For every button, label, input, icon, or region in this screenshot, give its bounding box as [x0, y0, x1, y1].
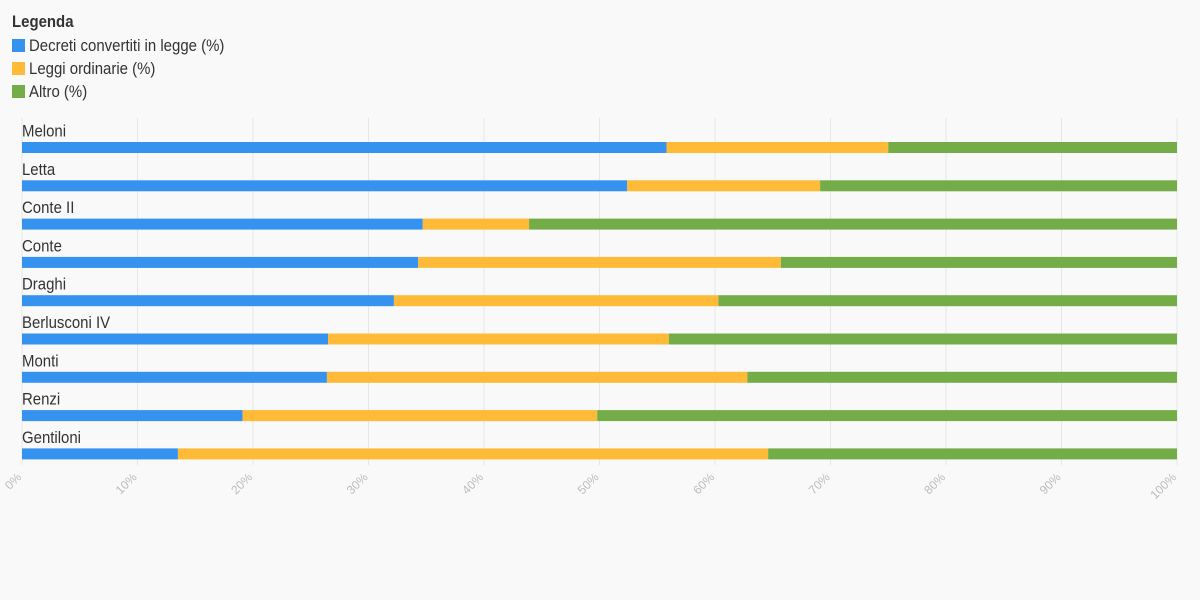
legend-label-leggi-ordinarie: Leggi ordinarie (%): [29, 58, 156, 78]
legend-label-decreti: Decreti convertiti in legge (%): [29, 35, 225, 55]
bar-segment: [22, 371, 327, 383]
x-tick-label: 100%: [1148, 470, 1180, 502]
bar-segment: [177, 448, 769, 460]
bar-segment: [529, 218, 1177, 230]
bar-segment: [326, 371, 748, 383]
legend-label-altro: Altro (%): [29, 81, 88, 101]
category-label: Monti: [22, 352, 59, 370]
bar-segment: [820, 180, 1177, 192]
x-tick-label: 0%: [2, 470, 24, 492]
legend-item-leggi-ordinarie: Leggi ordinarie (%): [12, 57, 251, 80]
grid-layer: [21, 118, 1178, 465]
bar-segment: [242, 410, 598, 422]
category-label: Conte II: [22, 199, 74, 217]
bar-segment: [328, 333, 669, 345]
bar-segment: [780, 256, 1177, 268]
legend-item-decreti: Decreti convertiti in legge (%): [12, 34, 251, 57]
bar-segment: [22, 448, 178, 460]
category-label: Berlusconi IV: [22, 314, 110, 332]
x-tick-label: 30%: [344, 470, 371, 497]
bar-segment: [768, 448, 1177, 460]
category-label: Meloni: [22, 123, 66, 141]
category-label: Conte: [22, 238, 62, 256]
bar-segment: [668, 333, 1177, 345]
bar-segment: [22, 180, 628, 192]
bar-segment: [22, 256, 419, 268]
category-label: Letta: [22, 161, 55, 179]
legend-item-altro: Altro (%): [12, 80, 251, 103]
x-tick-label: 20%: [228, 470, 255, 497]
bar-segment: [718, 295, 1177, 307]
x-tick-label: 60%: [690, 470, 717, 497]
x-tick-label: 10%: [113, 470, 140, 497]
legend-swatch-decreti: [12, 39, 25, 52]
legend: Legenda Decreti convertiti in legge (%) …: [12, 12, 251, 103]
x-axis-ticks-layer: 0% 10% 20% 30% 40% 50% 60% 70% 80% 90% 100%: [2, 470, 1179, 502]
bar-segment: [22, 142, 667, 153]
x-tick-label: 80%: [921, 470, 948, 497]
legend-swatch-altro: [12, 85, 25, 98]
category-label: Gentiloni: [22, 429, 81, 447]
category-label: Renzi: [22, 391, 60, 409]
category-label: Draghi: [22, 276, 66, 294]
x-tick-label: 70%: [806, 470, 833, 497]
bar-segment: [22, 218, 423, 230]
legend-swatch-leggi-ordinarie: [12, 62, 25, 75]
bar-segment: [22, 295, 394, 307]
bar-segment: [597, 410, 1177, 422]
x-tick-label: 90%: [1037, 470, 1064, 497]
bar-segment: [393, 295, 719, 307]
bar-segment: [22, 410, 243, 422]
bar-segment: [627, 180, 821, 192]
bar-segment: [747, 371, 1177, 383]
bar-segment: [418, 256, 781, 268]
x-tick-label: 50%: [575, 470, 602, 497]
x-tick-label: 40%: [459, 470, 486, 497]
bar-segment: [888, 142, 1177, 153]
legend-title: Legenda: [12, 12, 74, 31]
bar-segment: [22, 333, 329, 345]
bars-layer: [22, 142, 1177, 460]
bar-segment: [422, 218, 530, 230]
bar-segment: [666, 142, 889, 153]
category-labels-layer: Meloni Letta Conte II Conte Draghi Berlusconi…: [22, 123, 110, 447]
